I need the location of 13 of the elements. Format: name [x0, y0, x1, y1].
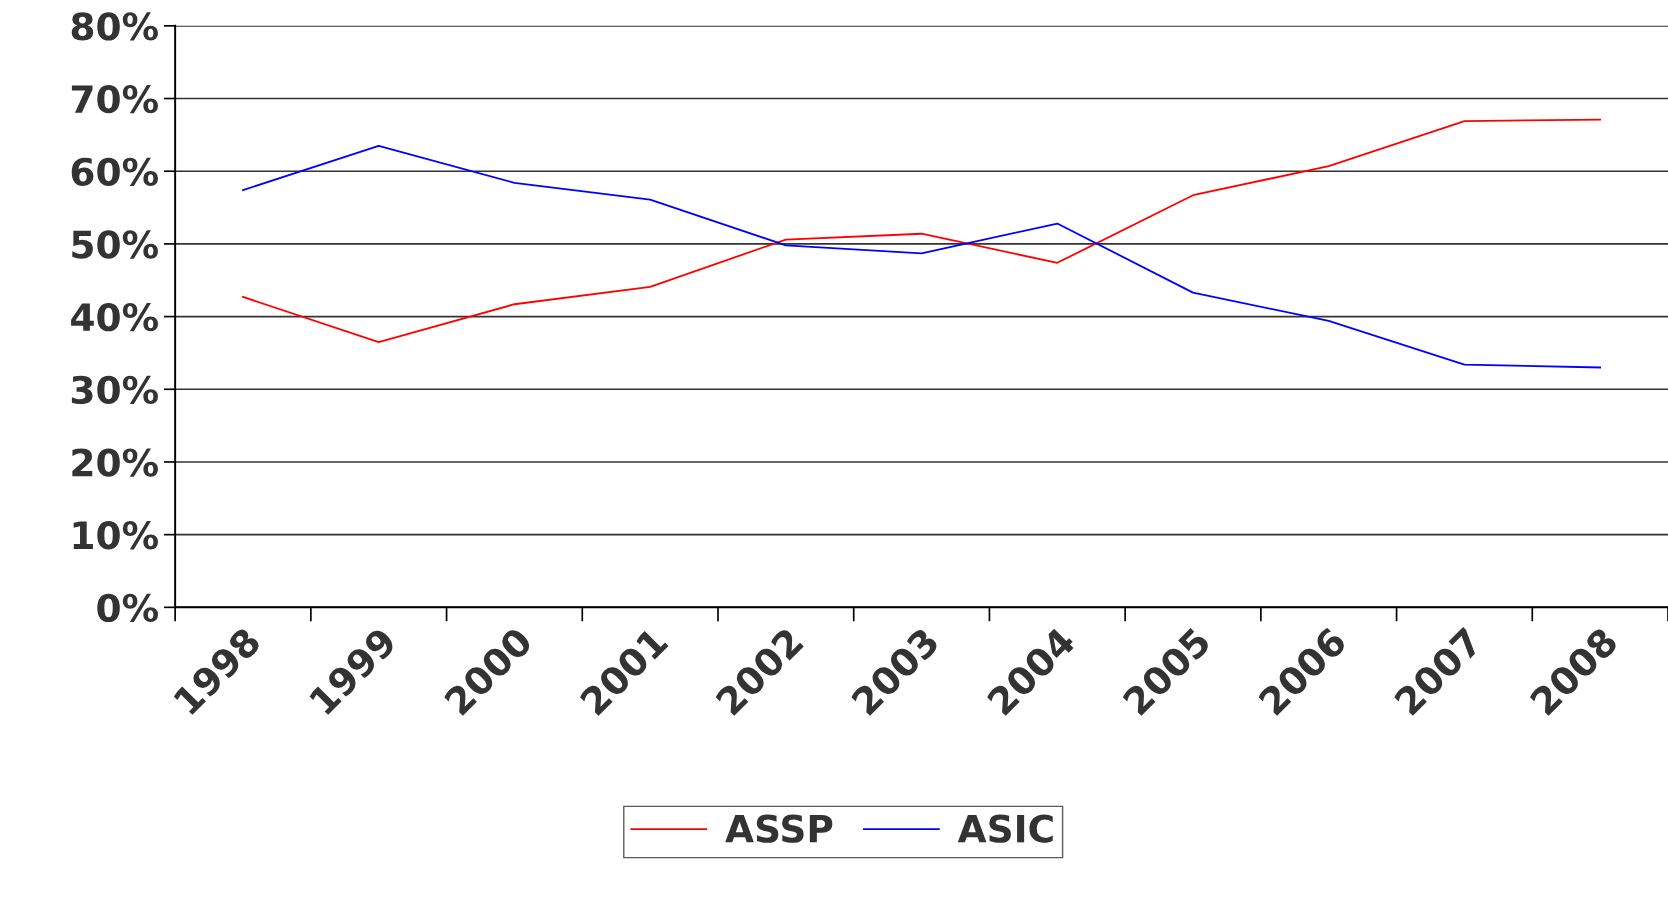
y-tick-label: 70%: [71, 84, 158, 114]
y-tick-label: 80%: [71, 12, 158, 41]
y-tick-label: 30%: [71, 375, 158, 405]
y-tick-label: 0%: [97, 593, 158, 623]
line-series: [242, 144, 1602, 369]
line-series: [242, 118, 1602, 343]
y-tick-label: 60%: [71, 157, 158, 186]
y-tick-label: 40%: [71, 303, 158, 332]
legend-label: ASSP: [725, 814, 833, 843]
y-tick-label: 10%: [73, 521, 158, 550]
y-tick-label: 20%: [72, 448, 158, 477]
y-tick-label: 50%: [72, 230, 158, 259]
legend-label: ASIC: [957, 814, 1053, 843]
